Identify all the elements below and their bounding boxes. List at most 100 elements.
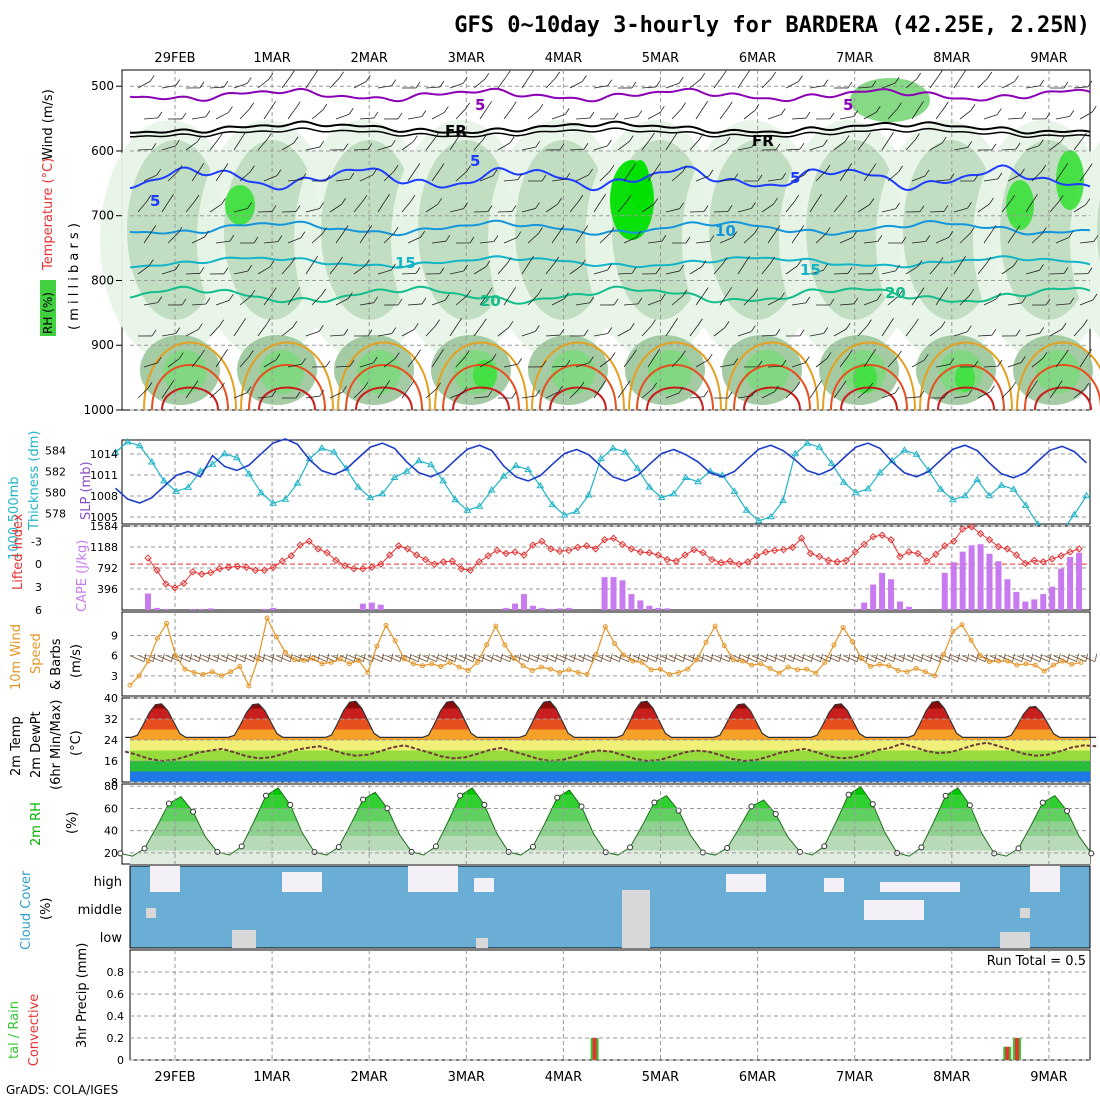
wind-barb-feather <box>781 359 787 367</box>
wind-barb <box>503 237 518 244</box>
wind-barb <box>911 107 920 120</box>
wind-barb <box>983 298 997 306</box>
wind-barb-feather <box>607 263 612 271</box>
wind-barb-feather <box>559 143 565 151</box>
wind-barb-feather <box>175 79 181 86</box>
wind-barb <box>689 324 699 337</box>
wind-barb-feather <box>753 227 759 234</box>
surface-temp-arch <box>151 364 229 411</box>
li-marker <box>600 536 609 544</box>
li-marker <box>627 545 636 553</box>
wind10m-barb-feather <box>381 653 385 662</box>
wind-barb <box>929 327 942 337</box>
wind-barb-feather <box>517 173 523 180</box>
temperature-band <box>130 740 1090 751</box>
wind-barb-feather <box>915 133 920 140</box>
slp-marker <box>1009 485 1018 492</box>
wind-barb <box>191 236 205 244</box>
wind-barb <box>929 76 939 89</box>
wind-barb <box>263 175 278 182</box>
cape-bar <box>198 608 205 610</box>
wind-barb-feather <box>703 287 709 294</box>
wind-barb-feather <box>867 319 872 326</box>
wind-barb-feather <box>681 102 686 109</box>
wind-barb-feather <box>541 174 547 182</box>
cloud-gap <box>1030 866 1060 892</box>
wind-barb-feather <box>944 101 949 109</box>
rh-blob <box>1036 350 1080 394</box>
wind-barb <box>359 117 374 120</box>
wind-barb <box>455 108 466 120</box>
wind-barb <box>1049 386 1059 399</box>
cape-tick-label: 792 <box>97 562 118 575</box>
wind-barb-feather <box>269 260 275 268</box>
wind-barb-feather <box>437 198 443 205</box>
wind-barb <box>191 355 201 368</box>
wind-barb <box>431 355 440 368</box>
wind-barb-feather <box>463 264 469 272</box>
wind-barb <box>881 270 896 275</box>
cloud-gaps <box>146 866 1060 948</box>
rh2m-band <box>130 850 1090 864</box>
li-marker <box>1021 559 1030 568</box>
wind10m-barb-feather <box>920 653 924 662</box>
wind10m-barb-feather <box>171 653 174 662</box>
wind10m-barb <box>468 655 483 663</box>
wind10m-barb-feather <box>756 653 759 662</box>
wind-barb-feather <box>322 103 328 111</box>
wind10m-marker <box>392 638 398 644</box>
wind-barb <box>695 293 705 306</box>
wind10m-marker <box>1060 658 1066 664</box>
li-marker <box>153 566 161 574</box>
wind10m-barb-feather <box>189 653 193 662</box>
wind-barb-feather <box>894 76 900 84</box>
wind-barb <box>233 392 248 399</box>
cloud-gap <box>1000 932 1030 948</box>
wind10m-barb-feather <box>564 653 567 662</box>
wind-barb <box>161 145 176 151</box>
wind10m-marker <box>237 663 243 669</box>
wind-barb-feather <box>1015 142 1021 150</box>
wind10m-barb <box>239 655 254 663</box>
rh2m-marker <box>966 802 973 809</box>
wind10m-barb-feather <box>875 653 878 662</box>
wind-barb <box>473 78 486 89</box>
slp-marker <box>123 437 132 445</box>
wind-barb <box>353 148 369 151</box>
wind-barb <box>497 263 508 275</box>
surface-temp-arch <box>258 386 316 411</box>
rh2m-label-1: 2m RH <box>29 802 44 846</box>
wind-barb <box>569 387 581 399</box>
wind-barb <box>881 208 896 213</box>
wind-barb <box>575 117 590 120</box>
wind-barb <box>287 107 297 120</box>
wind-barb-feather <box>889 132 894 139</box>
wind-barb <box>281 76 291 89</box>
cape-bar <box>538 607 545 610</box>
wind10m-marker <box>986 659 992 665</box>
wind10m-marker <box>813 670 819 676</box>
slp-marker <box>232 453 241 461</box>
wind10m-barb <box>1044 655 1059 663</box>
wind-barb-feather <box>750 325 756 332</box>
cape-axis-label: CAPE (J/kg) <box>75 540 90 612</box>
wind-barb <box>767 365 782 368</box>
wind-barb <box>287 179 302 182</box>
wind10m-barb <box>358 655 373 663</box>
wind10m-barb-feather <box>454 653 458 662</box>
rh2m-label-2: (%) <box>65 812 80 835</box>
wind10m-barb <box>257 655 273 663</box>
wind10m-marker <box>968 637 974 643</box>
wind10m-barb-feather <box>1085 653 1089 662</box>
wind-barb-feather <box>1057 380 1063 387</box>
contour-label: 20 <box>885 284 906 302</box>
wind10m-barb-feather <box>637 653 641 662</box>
wind10m-barb-feather <box>719 653 723 662</box>
li-marker <box>815 552 824 561</box>
wind10m-marker <box>712 623 718 629</box>
rh-blob <box>630 160 650 210</box>
wind-barb <box>551 114 566 120</box>
li-marker <box>878 531 886 539</box>
wind-barb-feather <box>385 193 390 201</box>
temp2m-label-3: (6hr Min/Max) <box>49 700 64 790</box>
